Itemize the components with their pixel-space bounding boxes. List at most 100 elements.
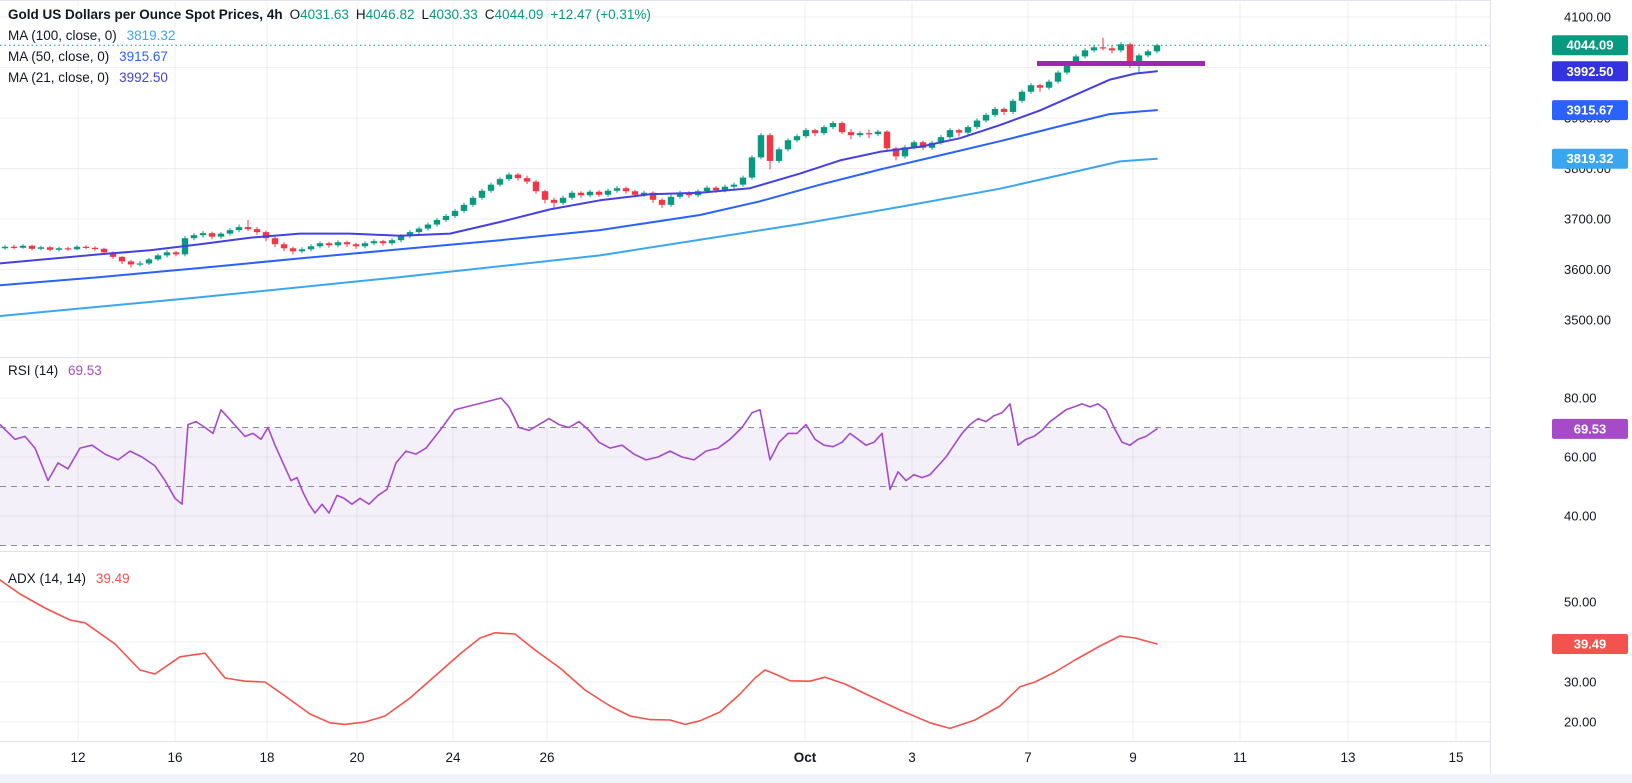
- candle-body: [28, 245, 36, 249]
- candle-up: [568, 190, 576, 200]
- candle-body: [172, 252, 180, 255]
- candle-body: [775, 149, 783, 161]
- grid-layer: [0, 2, 1490, 741]
- candle-up: [829, 121, 837, 130]
- candle-up: [469, 195, 477, 207]
- rsi-axis-label: 40.00: [1564, 509, 1597, 524]
- candle-body: [838, 123, 846, 133]
- candle-up: [1090, 45, 1098, 53]
- candle-up: [217, 232, 225, 239]
- candle-body: [1018, 91, 1026, 101]
- candle-body: [1117, 44, 1125, 51]
- candle-up: [1144, 49, 1152, 58]
- candle-up: [973, 118, 981, 130]
- rsi-label: RSI (14): [8, 363, 59, 378]
- ma21-legend-row[interactable]: MA (21, close, 0) 3992.50: [8, 67, 651, 88]
- candle-body: [667, 196, 675, 205]
- candle-body: [1063, 63, 1071, 73]
- candle-up: [1, 245, 9, 250]
- candle-body: [271, 238, 279, 245]
- candle-body: [1036, 85, 1044, 88]
- candle-body: [1009, 100, 1017, 112]
- candle-body: [946, 130, 954, 138]
- candle-body: [910, 142, 918, 148]
- candle-down: [127, 259, 135, 268]
- candle-up: [784, 138, 792, 152]
- time-label: 7: [1024, 750, 1032, 765]
- adx-legend-row[interactable]: ADX (14, 14) 39.49: [8, 571, 130, 586]
- candle-body: [343, 242, 351, 245]
- candle-up: [793, 134, 801, 143]
- candle-down: [577, 191, 585, 198]
- candle-up: [316, 241, 324, 249]
- candle-up: [451, 208, 459, 218]
- candle-up: [415, 226, 423, 235]
- price-scale[interactable]: 4100.004000.003900.003800.003700.003600.…: [1490, 0, 1632, 774]
- time-label: 9: [1129, 750, 1137, 765]
- candle-up: [946, 128, 954, 140]
- candle-body: [154, 255, 162, 260]
- candle-down: [541, 189, 549, 204]
- candle-body: [622, 188, 630, 192]
- candle-down: [280, 242, 288, 252]
- candle-body: [10, 246, 18, 248]
- candle-body: [541, 191, 549, 200]
- candle-down: [91, 246, 99, 251]
- price-badge-text: 4044.09: [1567, 38, 1614, 53]
- candle-body: [478, 190, 486, 198]
- candle-body: [595, 191, 603, 195]
- symbol-header[interactable]: Gold US Dollars per Ounce Spot Prices, 4…: [8, 4, 651, 25]
- ohlc-close-key: C: [484, 7, 495, 22]
- adx-axis-label: 50.00: [1564, 595, 1597, 610]
- rsi-legend-row[interactable]: RSI (14) 69.53: [8, 363, 102, 378]
- time-scale[interactable]: 12 16 18 20 24 26 Oct 3 7 9 11 13 15: [70, 750, 1463, 765]
- candle-body: [127, 261, 135, 265]
- candle-up: [298, 247, 306, 254]
- candle-up: [739, 175, 747, 187]
- ma21-label: MA (21, close, 0): [8, 70, 110, 85]
- ma100-legend-row[interactable]: MA (100, close, 0) 3819.32: [8, 25, 651, 46]
- price-badge-bg: [1552, 61, 1628, 82]
- candle-body: [334, 242, 342, 246]
- candle-up: [478, 188, 486, 200]
- candle-down: [595, 190, 603, 197]
- candle-up: [199, 231, 207, 238]
- candle-body: [109, 252, 117, 257]
- candle-body: [784, 140, 792, 150]
- candle-body: [73, 246, 81, 250]
- candle-body: [100, 248, 108, 253]
- candle-body: [1, 246, 9, 249]
- candle-body: [568, 192, 576, 198]
- candle-body: [253, 229, 261, 233]
- candle-body: [361, 243, 369, 247]
- adx-badge-text: 39.49: [1574, 637, 1607, 652]
- main-legend: Gold US Dollars per Ounce Spot Prices, 4…: [8, 4, 651, 88]
- candle-up: [964, 125, 972, 135]
- time-label: 11: [1233, 750, 1247, 765]
- candle-body: [298, 249, 306, 252]
- candle-down: [244, 220, 252, 232]
- candle-down: [1099, 37, 1107, 51]
- candle-down: [1000, 107, 1008, 115]
- candle-down: [838, 121, 846, 135]
- candle-body: [415, 228, 423, 233]
- candle-down: [379, 239, 387, 246]
- candle-down: [1108, 46, 1116, 54]
- price-badge-text: 3992.50: [1567, 64, 1614, 79]
- horizontal-ray-drawing[interactable]: [1037, 61, 1205, 66]
- candle-down: [622, 186, 630, 194]
- ma50-legend-row[interactable]: MA (50, close, 0) 3915.67: [8, 46, 651, 67]
- candle-body: [1081, 50, 1089, 57]
- price-axis-label: 3700.00: [1564, 212, 1611, 227]
- adx-badge-bg: [1552, 634, 1628, 655]
- candle-body: [514, 174, 522, 179]
- candle-up: [775, 147, 783, 163]
- candle-body: [613, 188, 621, 191]
- ma21-line: [0, 70, 1158, 265]
- adx-axis-label: 30.00: [1564, 675, 1597, 690]
- candle-body: [352, 244, 360, 247]
- candle-body: [766, 135, 774, 161]
- candle-up: [442, 213, 450, 223]
- candle-down: [82, 245, 90, 250]
